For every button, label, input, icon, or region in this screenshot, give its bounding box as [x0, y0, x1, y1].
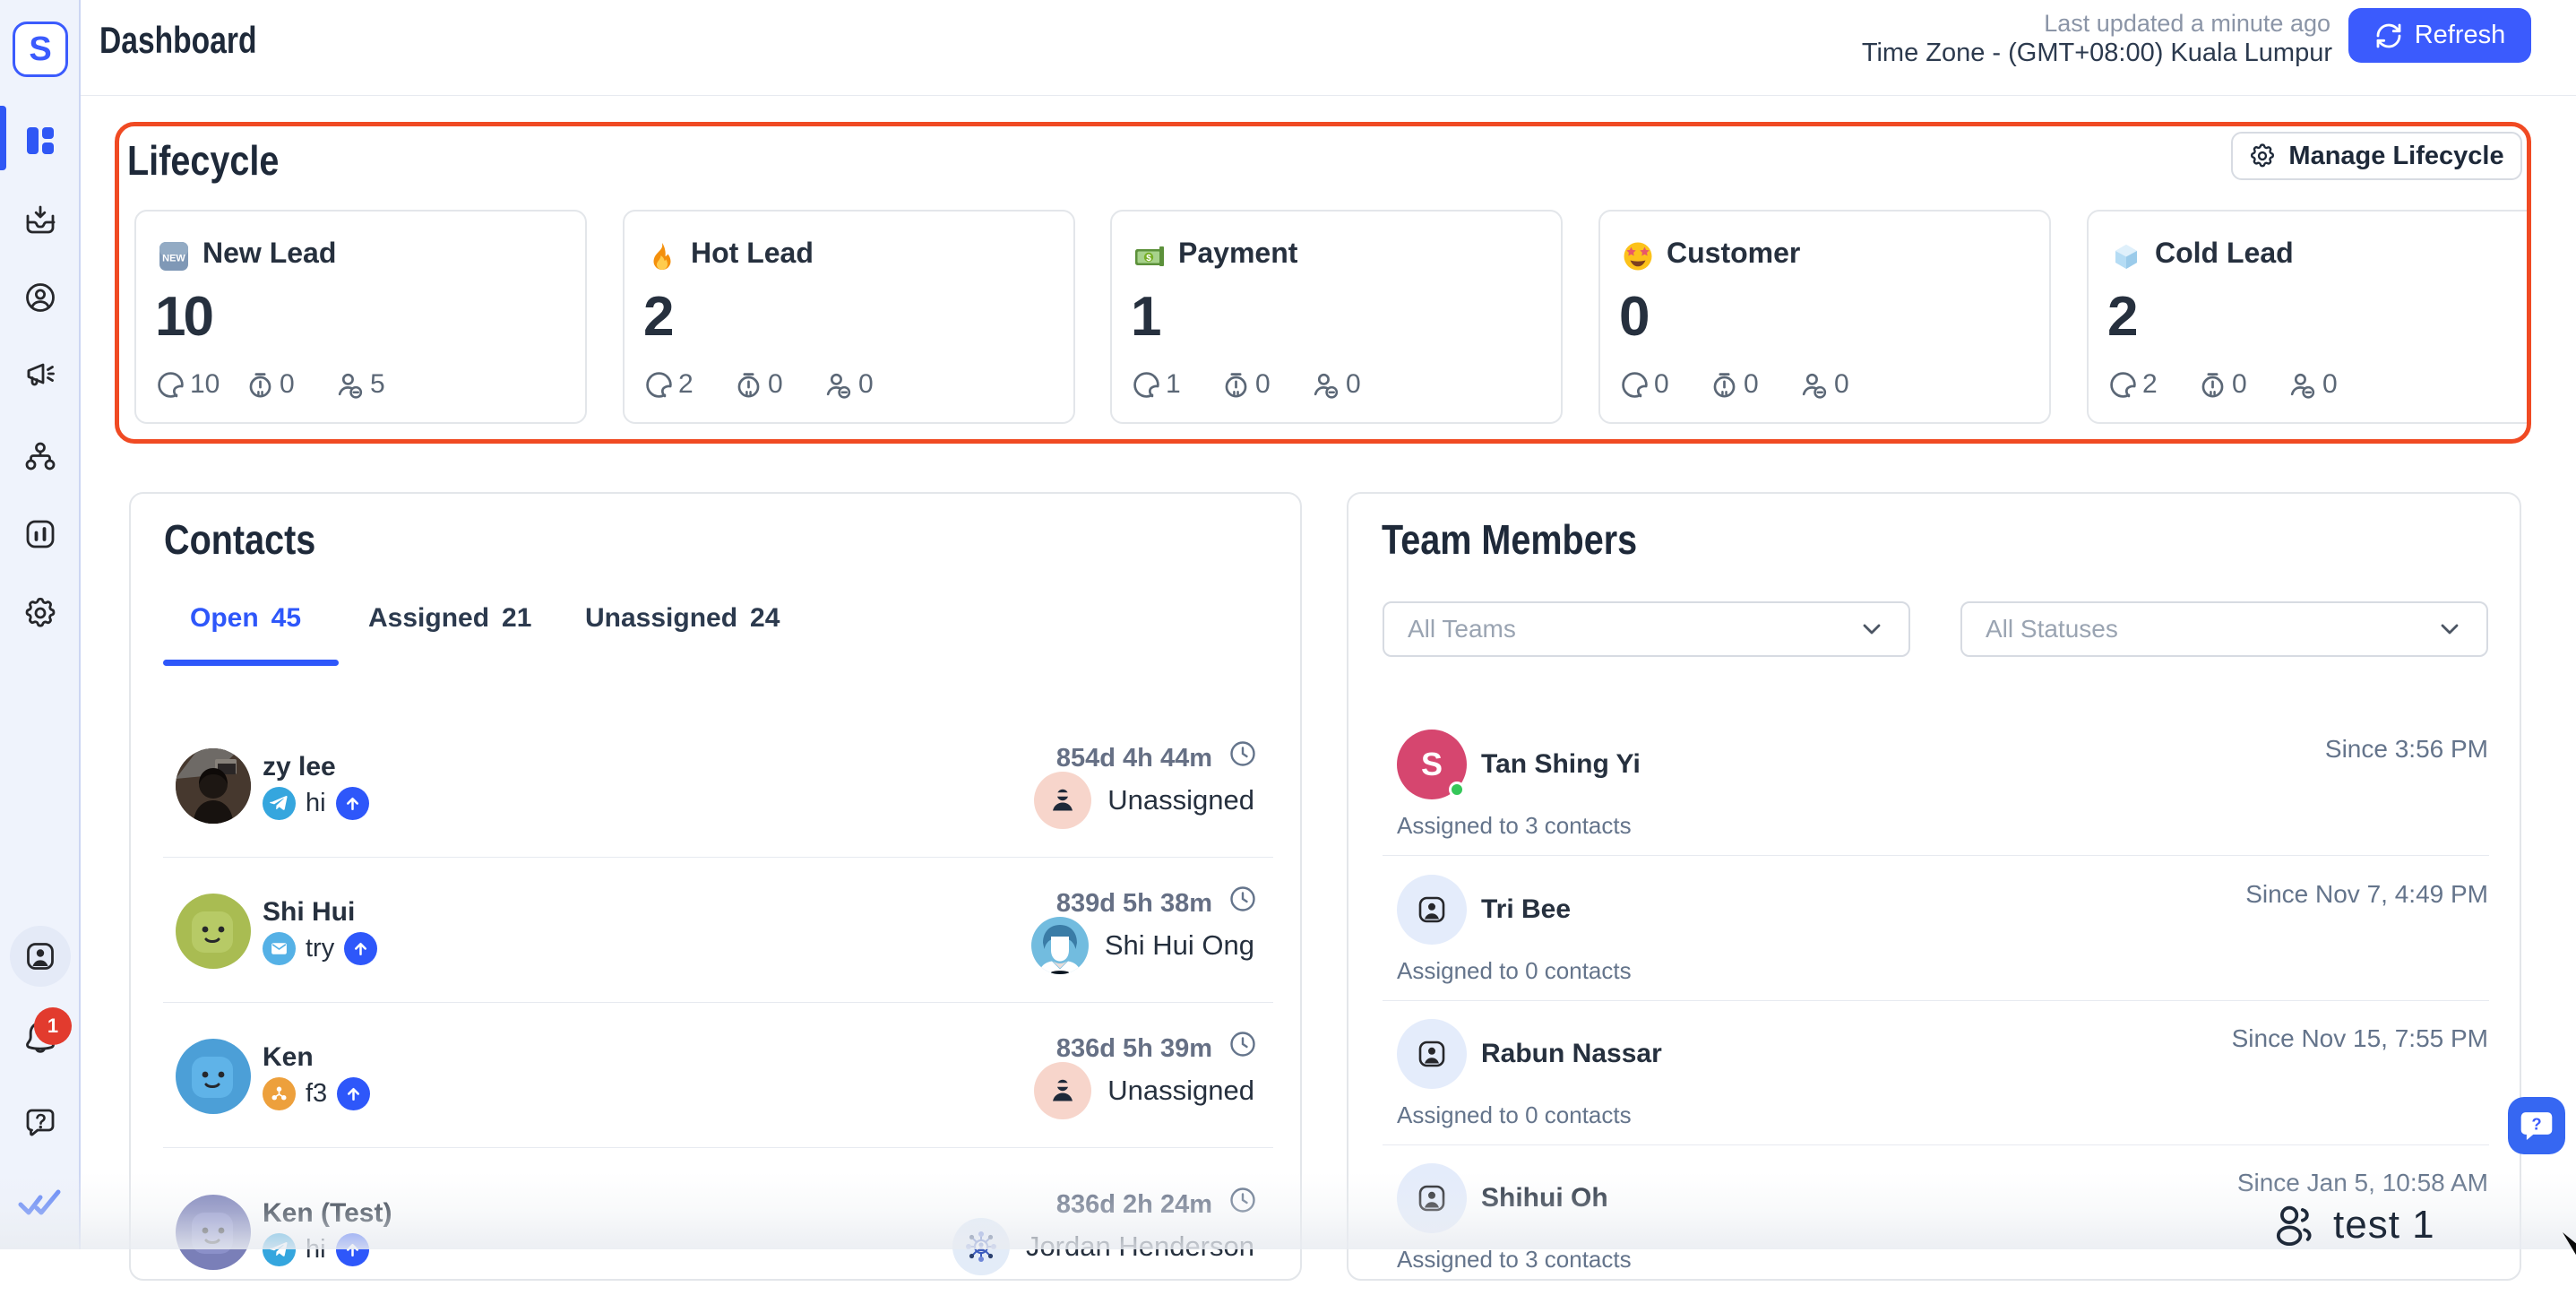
svg-text:$: $ — [1146, 254, 1151, 263]
svg-text:NEW: NEW — [162, 254, 185, 264]
svg-text:?: ? — [2531, 1114, 2541, 1133]
